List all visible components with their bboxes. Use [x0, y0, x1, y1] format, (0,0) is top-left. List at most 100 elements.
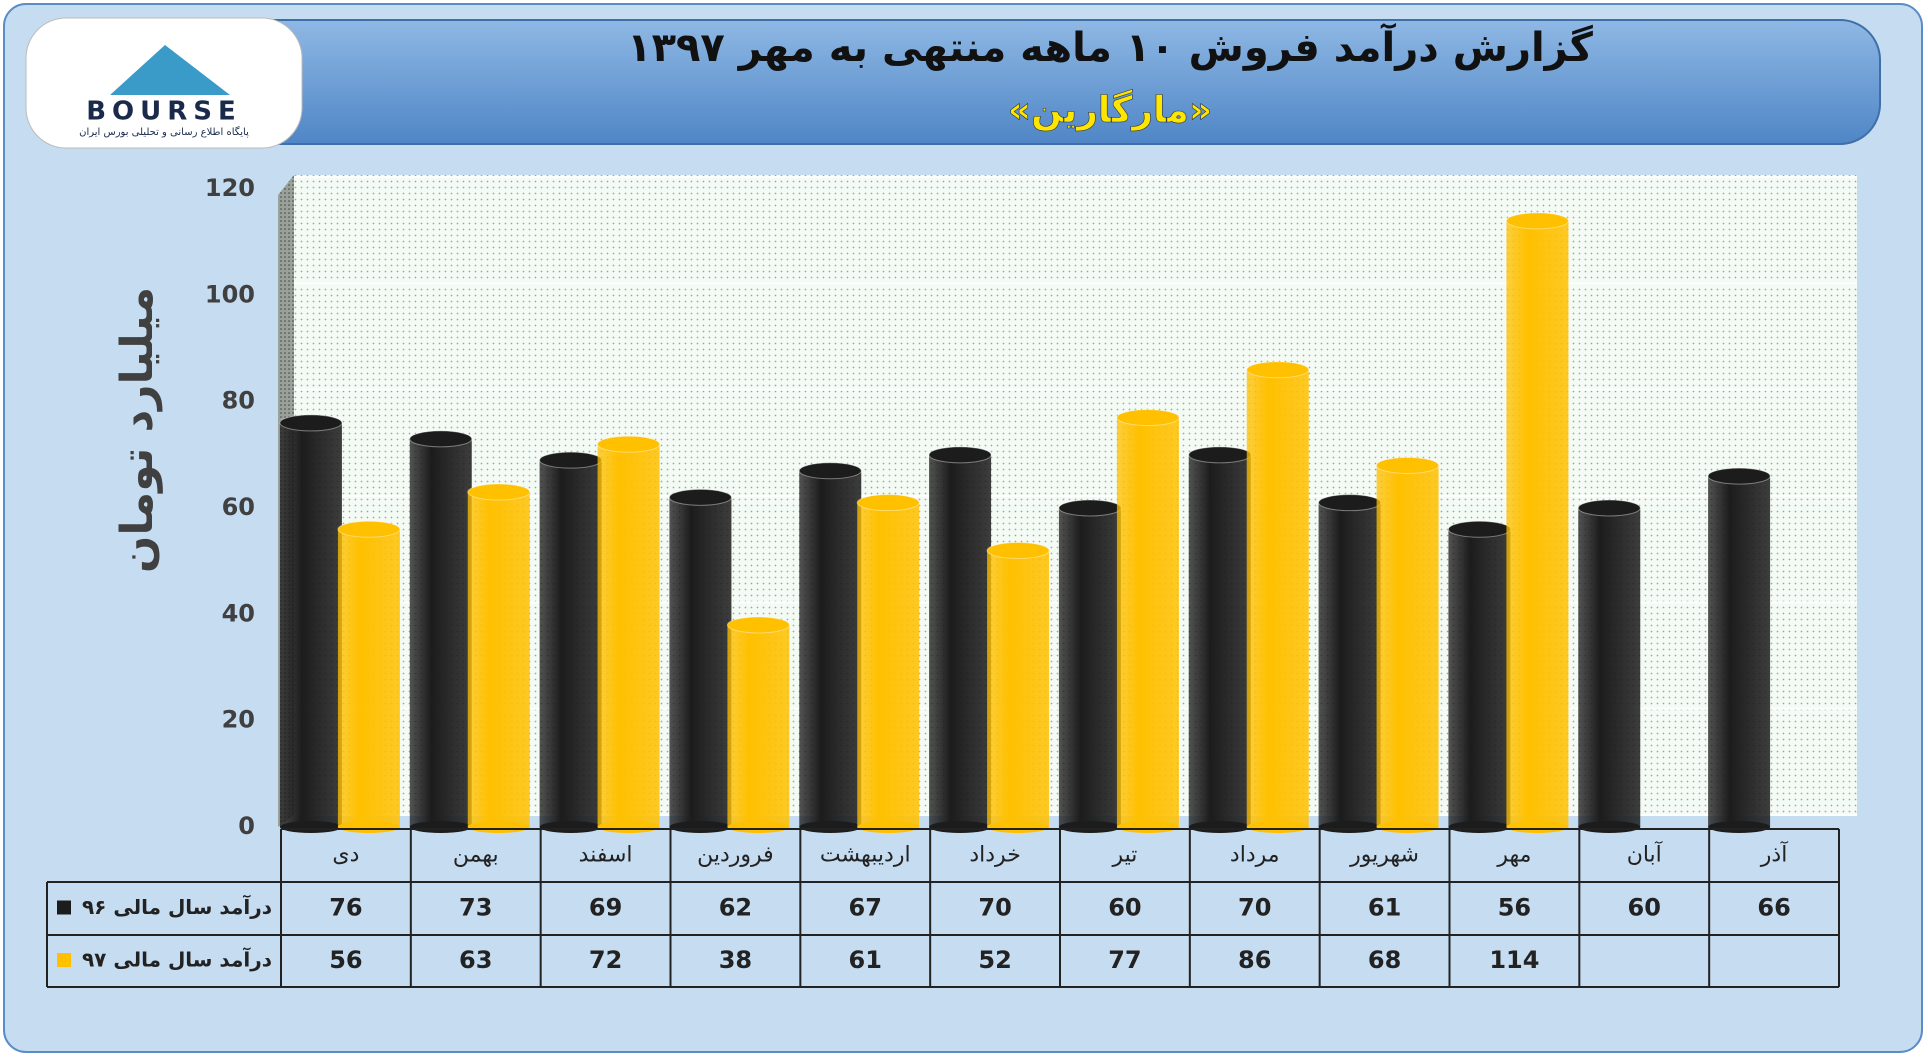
bar-top [597, 435, 661, 453]
bar-base [1318, 821, 1381, 833]
bar-top [1447, 520, 1511, 538]
x-tick-label: مهر [1496, 843, 1531, 868]
bar [668, 488, 732, 833]
bar-top [1505, 212, 1569, 230]
legend-swatch [57, 900, 71, 915]
bar-base [279, 821, 342, 833]
bar [409, 430, 473, 833]
legend-swatch [57, 953, 71, 967]
bar-base [337, 821, 400, 833]
y-tick-label: 20 [222, 706, 255, 734]
table-value: 56 [329, 946, 362, 974]
bar-top [1246, 361, 1310, 379]
bar [1116, 409, 1180, 833]
bar [597, 435, 661, 833]
bar-top [539, 451, 603, 469]
bar-base [1448, 821, 1511, 833]
bar-top [1707, 467, 1771, 485]
table-value: 73 [459, 894, 492, 922]
bar-body [727, 624, 790, 827]
bar [856, 494, 920, 833]
bar-top [856, 494, 920, 512]
x-tick-label: مرداد [1230, 843, 1280, 868]
bar [986, 542, 1050, 833]
table-value: 61 [849, 946, 882, 974]
x-tick-label: اسفند [579, 843, 633, 868]
y-tick-label: 120 [205, 174, 255, 202]
chart-title: گزارش درآمد فروش ۱۰ ماهه منتهی به مهر ۱۳… [627, 22, 1593, 71]
bar-body [409, 438, 472, 827]
bar-top [928, 446, 992, 464]
table-value: 38 [719, 946, 752, 974]
bar-base [1708, 821, 1771, 833]
bar-body [467, 492, 530, 827]
x-tick-label: اردیبهشت [820, 843, 911, 868]
table-value: 70 [978, 894, 1011, 922]
bar-top [1188, 446, 1252, 464]
bar-base [1188, 821, 1251, 833]
bar-base [857, 821, 920, 833]
y-tick-label: 100 [205, 280, 255, 308]
x-tick-label: آذر [1760, 841, 1788, 868]
bar-base [799, 821, 862, 833]
table-value: 67 [849, 894, 882, 922]
x-tick-label: فروردین [697, 843, 774, 868]
bar [1376, 456, 1440, 833]
y-tick-label: 60 [222, 493, 255, 521]
bar [798, 462, 862, 833]
bar-body [929, 454, 992, 827]
bar-base [467, 821, 530, 833]
table-value: 62 [719, 894, 752, 922]
logo-tagline: پایگاه اطلاع رسانی و تحلیلی بورس ایران [79, 126, 249, 138]
table-value: 68 [1368, 946, 1401, 974]
bar-base [1246, 821, 1309, 833]
bar-base [1116, 821, 1179, 833]
y-tick-label: 40 [222, 599, 255, 627]
bar-body [539, 460, 602, 827]
bar-base [409, 821, 472, 833]
bar [337, 520, 401, 833]
bar [1707, 467, 1771, 833]
table-value: 63 [459, 946, 492, 974]
table-value: 86 [1238, 946, 1271, 974]
bar-body [799, 470, 862, 827]
bar-base [669, 821, 732, 833]
bar-top [1318, 494, 1382, 512]
bar [1447, 520, 1511, 833]
bar [1246, 361, 1310, 833]
logo-icon [110, 45, 230, 95]
table-value: 66 [1757, 894, 1790, 922]
y-tick-label: 80 [222, 387, 255, 415]
chart-subtitle: «مارگارین» [1008, 89, 1212, 131]
table-value: 52 [978, 946, 1011, 974]
bar-base [1578, 821, 1641, 833]
bar-base [1376, 821, 1439, 833]
bar-body [1578, 508, 1641, 827]
bar-body [597, 444, 660, 827]
bar-top [1577, 499, 1641, 517]
bar-body [337, 529, 400, 827]
bar-base [1506, 821, 1569, 833]
bar-base [597, 821, 660, 833]
bar [928, 446, 992, 833]
legend-label: درآمد سال مالی ۹۷ [82, 947, 272, 972]
bar-base [929, 821, 992, 833]
table-value: 114 [1489, 946, 1539, 974]
bar-body [1506, 220, 1569, 827]
bar-top [726, 616, 790, 634]
x-tick-label: آبان [1627, 841, 1663, 868]
bar [1577, 499, 1641, 833]
bar-body [669, 497, 732, 827]
table-value: 60 [1108, 894, 1141, 922]
bar-top [1058, 499, 1122, 517]
bar-top [467, 483, 531, 501]
bar-base [539, 821, 602, 833]
bar-body [1116, 417, 1179, 827]
table-value: 56 [1498, 894, 1531, 922]
bar-body [1188, 454, 1251, 827]
bar [1505, 212, 1569, 833]
bar-body [1376, 465, 1439, 827]
bar [1318, 494, 1382, 833]
bar-top [279, 414, 343, 432]
